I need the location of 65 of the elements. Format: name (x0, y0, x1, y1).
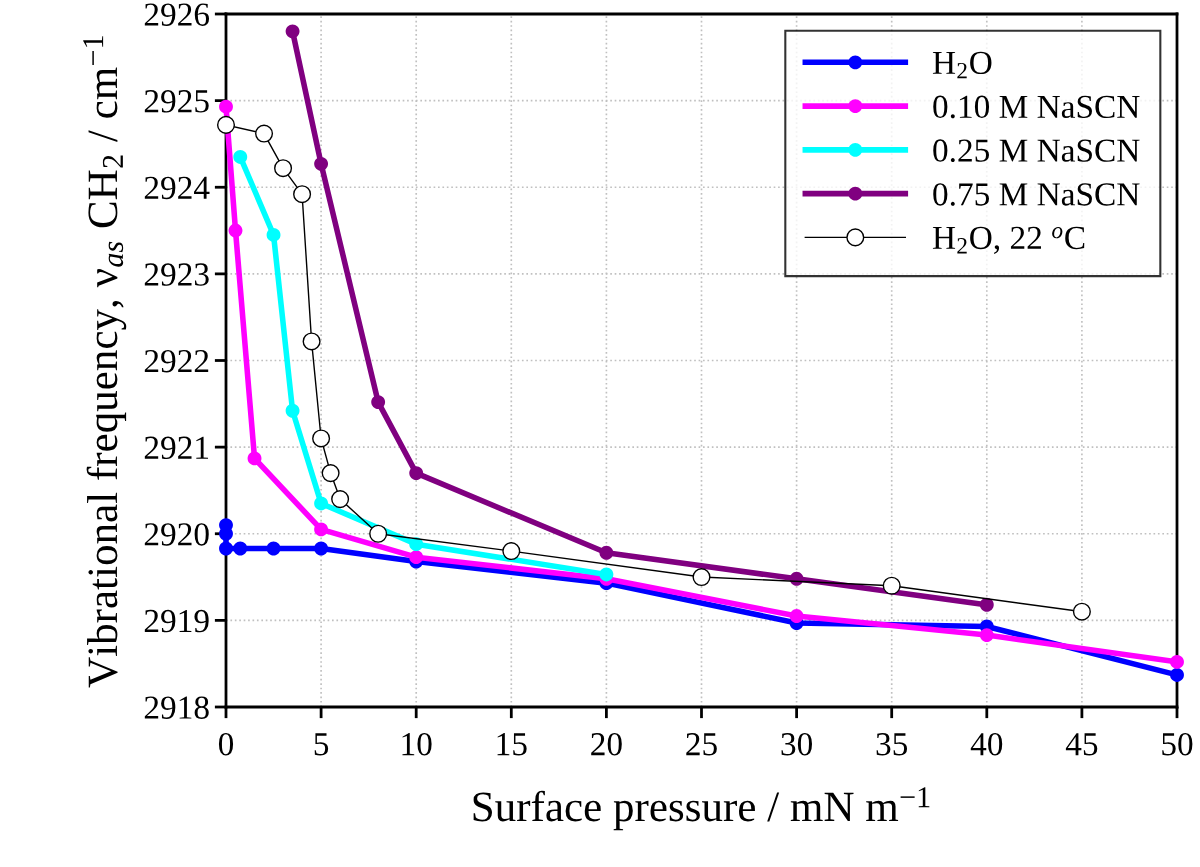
x-tick-label: 35 (876, 733, 908, 756)
point (219, 99, 233, 114)
x-tick-label: 45 (1065, 733, 1098, 756)
point (314, 522, 329, 537)
x-tick-label: 0 (218, 732, 234, 756)
point (233, 541, 248, 556)
x-tick-label: 10 (402, 732, 432, 756)
y-axis-title: Vibrational frequency, ν$_{as}$ CH$_{2}$ / cm$^{−1}$ (83, 36, 127, 688)
point (502, 542, 521, 561)
point (371, 395, 386, 410)
point (233, 149, 248, 164)
legend-label: 0.10 M NaSCN (933, 95, 1140, 119)
y-tick-label: 2919 (144, 609, 209, 633)
legend-label: 0.75 M NaSCN (933, 183, 1140, 206)
x-tick-label: 15 (497, 733, 527, 756)
point (331, 490, 350, 509)
y-tick-label: 2920 (144, 523, 209, 546)
legend-label: 0.25 M NaSCN (933, 139, 1140, 163)
point (1170, 668, 1184, 682)
x-tick-label: 25 (686, 733, 717, 756)
y-tick-label: 2918 (144, 696, 209, 719)
y-tick-label: 2921 (144, 436, 209, 460)
x-axis-title: Surface pressure / mN m$^{−1}$ (473, 787, 930, 831)
y-tick-label: 2926 (144, 3, 210, 26)
point (882, 576, 901, 595)
point (302, 332, 321, 351)
x-tick-label: 30 (781, 732, 812, 756)
point (219, 541, 233, 556)
x-tick-label: 5 (314, 733, 329, 756)
point (409, 550, 424, 565)
x-tick-label: 40 (970, 732, 1003, 756)
point (1072, 602, 1091, 621)
legend-label: H$_{2}$O (932, 51, 992, 79)
point (274, 159, 293, 178)
point (266, 227, 281, 242)
point (409, 466, 424, 481)
point (314, 156, 329, 171)
point (599, 545, 614, 560)
point (979, 628, 994, 643)
point (789, 609, 804, 623)
point (228, 223, 243, 238)
point (979, 597, 994, 612)
y-tick-label: 2922 (144, 349, 209, 373)
point (321, 464, 340, 483)
point (692, 568, 711, 587)
y-tick-label: 2923 (144, 263, 209, 286)
point (314, 496, 329, 511)
x-tick-label: 20 (591, 732, 622, 756)
point (314, 541, 329, 556)
point (255, 124, 274, 143)
point (216, 115, 236, 134)
point (247, 451, 262, 466)
x-tick-label: 50 (1162, 732, 1193, 756)
point (409, 537, 424, 552)
point (266, 541, 281, 556)
point (599, 567, 614, 582)
legend-label: H$_{2}$O, 22 $^{o}$C (932, 226, 1085, 254)
y-tick-label: 2924 (144, 176, 210, 200)
point (285, 403, 300, 418)
point (369, 524, 388, 543)
point (312, 429, 331, 448)
point (1170, 655, 1184, 669)
y-tick-label: 2925 (144, 90, 209, 113)
point (285, 24, 300, 39)
point (293, 185, 312, 204)
